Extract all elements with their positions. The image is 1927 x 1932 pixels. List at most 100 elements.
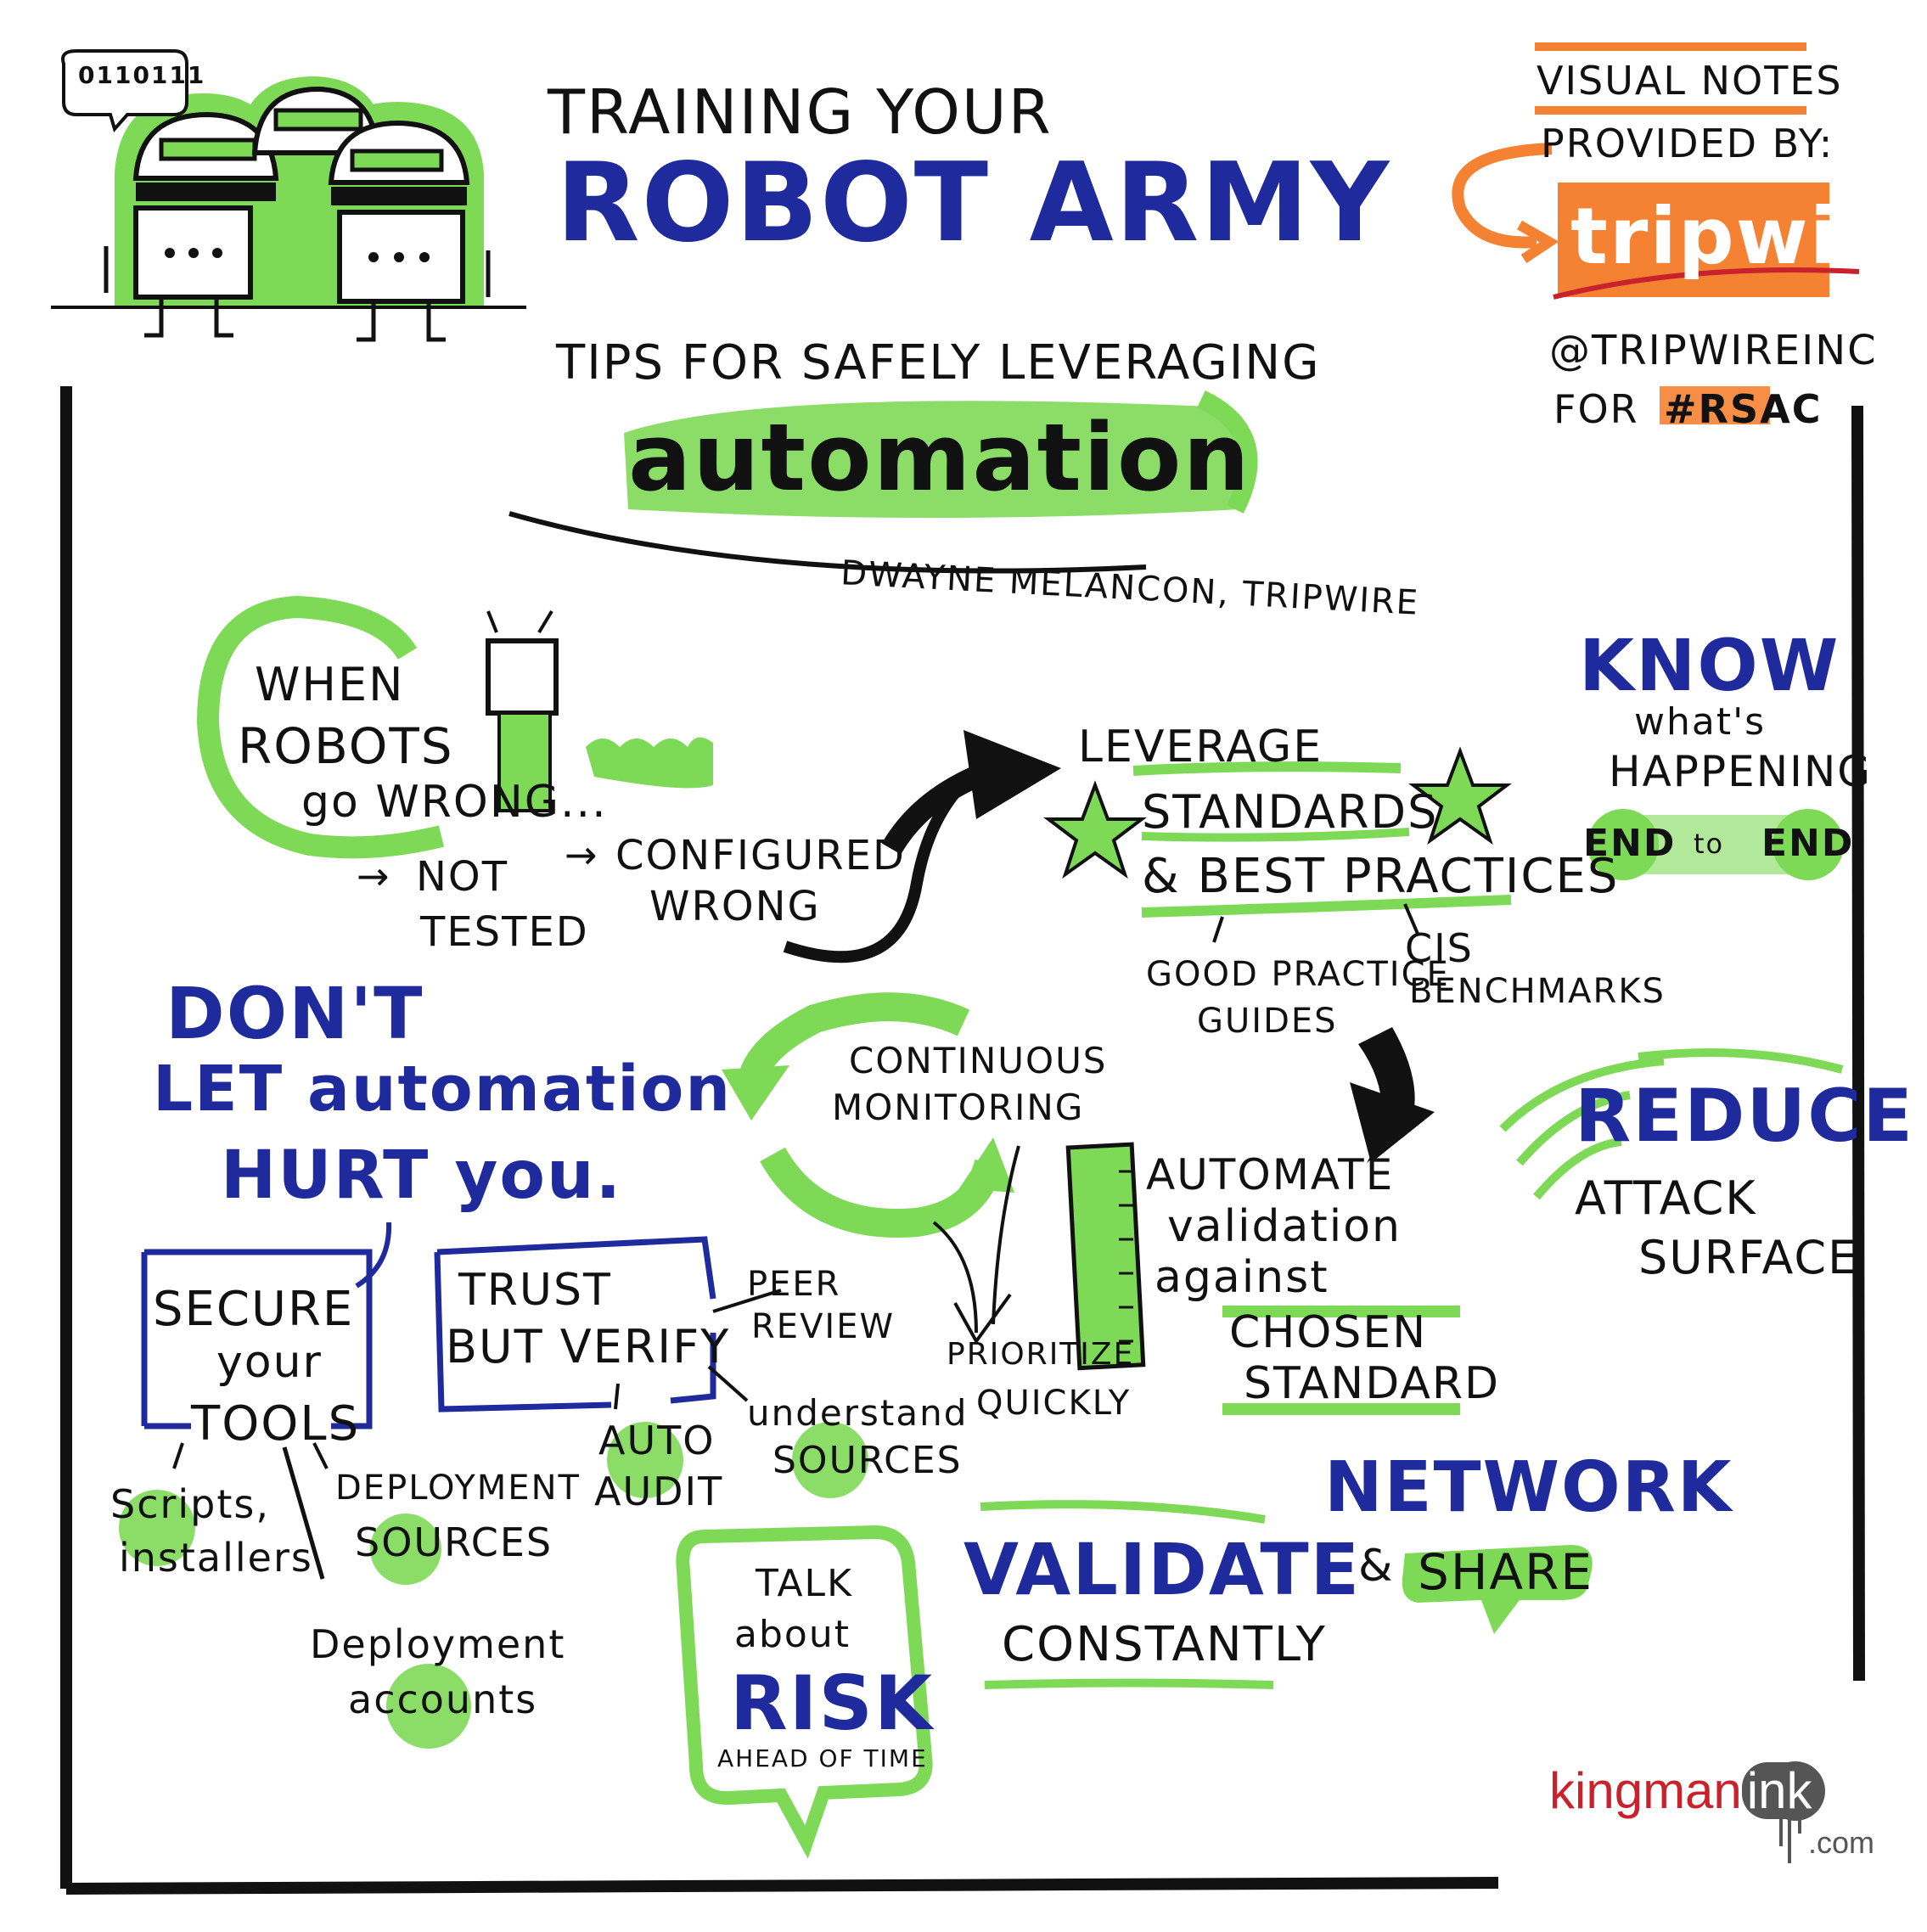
frame-bottom-line <box>65 1877 1499 1895</box>
know-line2: what's <box>1634 700 1767 744</box>
robots-wrong-line2: ROBOTS <box>238 717 454 775</box>
configured-line1: CONFIGURED <box>615 832 906 879</box>
dont-line1: DON'T <box>166 972 424 1055</box>
speech-bubble-icon <box>61 49 188 133</box>
kingman-brand: kingman ink <box>1549 1761 1817 1820</box>
ink-word: ink <box>1741 1762 1817 1819</box>
peer-line1: PEER <box>747 1265 841 1304</box>
sponsor-for: FOR <box>1553 386 1639 432</box>
robots-wrong-circle <box>196 595 445 859</box>
title-underline <box>508 511 1147 574</box>
network-amp: & <box>1358 1541 1395 1592</box>
kingman-word: kingman <box>1549 1762 1742 1819</box>
automate-line3: against <box>1155 1252 1329 1303</box>
sponsor-hashtag: #RSAC <box>1664 386 1823 432</box>
talk-line2: about <box>734 1613 851 1656</box>
secure-line1: SECURE <box>153 1282 355 1337</box>
know-line1: KNOW <box>1579 624 1840 707</box>
dont-line3: HURT you. <box>221 1137 623 1214</box>
reduce-line3: SURFACE <box>1638 1231 1859 1284</box>
secure-tools-box <box>144 1249 373 1429</box>
automate-line4: CHOSEN <box>1229 1307 1428 1358</box>
not-tested-line2: TESTED <box>420 908 589 956</box>
sponsor-handle: @TRIPWIREINC <box>1549 327 1878 374</box>
automate-line5: STANDARD <box>1244 1358 1501 1409</box>
sponsor-line2: PROVIDED BY: <box>1541 121 1834 166</box>
end-left-dot <box>1587 809 1659 880</box>
network-line1: NETWORK <box>1324 1447 1733 1528</box>
reduce-swoosh <box>1499 1057 1665 1132</box>
reduce-line1: REDUCE <box>1575 1074 1915 1159</box>
good-practice-line2: GUIDES <box>1197 1002 1338 1041</box>
arrow-right-icon-2: → <box>565 832 599 878</box>
binary-bubble-text: 0110111 <box>78 61 206 89</box>
talk-line3: RISK <box>730 1660 935 1747</box>
end-left: END <box>1583 822 1677 865</box>
trust-verify-box <box>434 1236 716 1412</box>
cycle-bottom-arrow <box>760 1147 1003 1238</box>
star-right-icon <box>1408 746 1512 845</box>
peer-line2: REVIEW <box>751 1307 896 1346</box>
automation-highlight <box>624 401 1239 518</box>
title-robot-army: ROBOT ARMY <box>556 140 1391 267</box>
automate-line1: AUTOMATE <box>1146 1150 1395 1199</box>
share-bubble <box>1402 1545 1593 1634</box>
validate-line2: CONSTANTLY <box>1002 1617 1327 1672</box>
auto-audit-line1: AUTO <box>598 1418 716 1463</box>
continuous-line1: CONTINUOUS <box>849 1040 1108 1081</box>
prioritize-line1: PRIORITIZE <box>947 1337 1135 1372</box>
end-right-dot <box>1773 809 1844 880</box>
understand-line2: SOURCES <box>772 1439 963 1482</box>
dont-line2: LET automation <box>153 1053 733 1126</box>
secure-line2: your <box>216 1337 323 1388</box>
end-right: END <box>1761 822 1855 865</box>
trust-line1: TRUST <box>458 1265 612 1316</box>
talk-risk-bubble <box>676 1525 933 1859</box>
deploy-sources-line2: SOURCES <box>355 1519 553 1565</box>
scripts-line2: installers <box>119 1535 313 1581</box>
scripts-line1: Scripts, <box>110 1481 271 1527</box>
talk-line4: AHEAD OF TIME <box>717 1744 928 1772</box>
deploy-accounts-line1: Deployment <box>310 1621 566 1667</box>
trust-line2: BUT VERIFY <box>446 1320 731 1373</box>
robots-wrong-line3: go WRONG... <box>301 777 608 828</box>
prioritize-line2: QUICKLY <box>976 1384 1132 1423</box>
configured-line2: WRONG <box>649 883 821 930</box>
title-automation: automation <box>628 403 1251 512</box>
secure-line3: TOOLS <box>191 1396 361 1452</box>
deploy-accounts-line2: accounts <box>348 1676 538 1722</box>
continuous-line2: MONITORING <box>832 1087 1085 1128</box>
auto-audit-line2: AUDIT <box>594 1469 724 1514</box>
automate-line2: validation <box>1167 1201 1402 1252</box>
leverage-line3: & BEST PRACTICES <box>1142 849 1620 904</box>
cis-line1: CIS <box>1405 925 1474 971</box>
end-to: to <box>1694 828 1725 860</box>
frame-right-line <box>1851 405 1865 1682</box>
arrow-right-icon: → <box>357 853 391 899</box>
deploy-sources-line1: DEPLOYMENT <box>335 1469 581 1508</box>
dot-com: .com <box>1808 1825 1875 1860</box>
robots-wrong-line1: WHEN <box>255 658 405 711</box>
tripwire-logo-icon <box>1558 183 1829 297</box>
understand-line1: understand <box>747 1392 969 1434</box>
validate-line1: VALIDATE <box>964 1528 1361 1611</box>
sponsor-line1: VISUAL NOTES <box>1537 58 1843 104</box>
not-tested-line1: NOT <box>416 853 509 901</box>
ruler-icon <box>1065 1142 1146 1371</box>
leverage-line2: STANDARDS <box>1142 785 1439 839</box>
tripwire-logo-text: tripwire <box>1570 191 1927 282</box>
cis-line2: BENCHMARKS <box>1409 972 1666 1011</box>
robots-illustration-icon <box>104 76 491 342</box>
network-line2: SHARE <box>1418 1543 1594 1601</box>
good-practice-line1: GOOD PRACTICE <box>1146 955 1450 994</box>
talk-line1: TALK <box>756 1562 853 1605</box>
star-left-icon <box>1043 780 1147 879</box>
title-tips: TIPS FOR SAFELY LEVERAGING <box>556 335 1321 390</box>
leverage-line1: LEVERAGE <box>1078 722 1323 772</box>
reduce-line2: ATTACK <box>1575 1171 1757 1225</box>
small-robot-icon <box>486 609 713 812</box>
know-line3: HAPPENING <box>1609 747 1872 796</box>
title-line1: TRAINING YOUR <box>548 76 1053 148</box>
curved-arrow-orange-icon <box>1452 143 1553 249</box>
